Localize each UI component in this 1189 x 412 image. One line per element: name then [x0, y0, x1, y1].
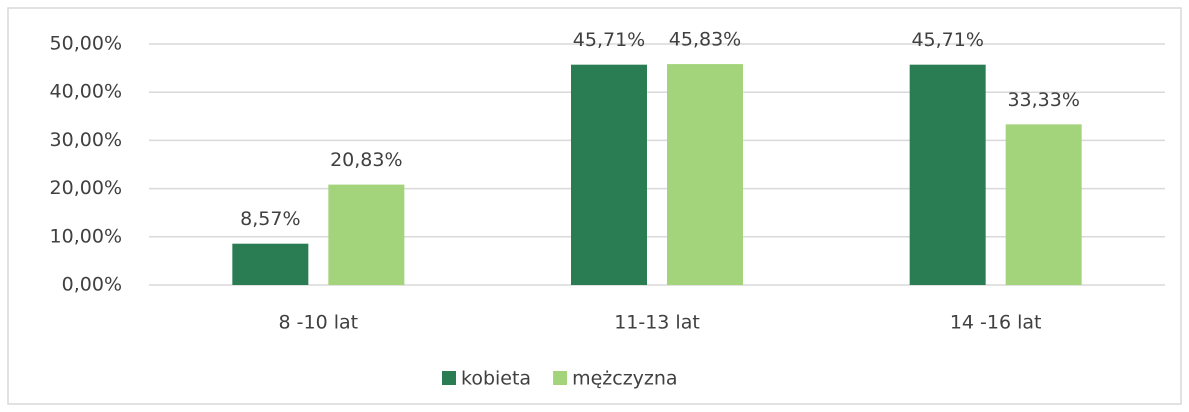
y-tick-label: 40,00%: [50, 81, 122, 103]
data-label: 45,71%: [911, 29, 983, 51]
y-tick-label: 30,00%: [50, 129, 122, 151]
data-label: 45,71%: [573, 29, 645, 51]
legend-swatch: [442, 371, 456, 385]
bar: [328, 184, 405, 285]
y-tick-label: 20,00%: [50, 177, 122, 199]
bar: [232, 243, 309, 285]
x-tick-label: 11-13 lat: [614, 312, 700, 334]
data-label: 8,57%: [240, 208, 300, 230]
bar: [667, 64, 743, 286]
y-tick-label: 0,00%: [62, 274, 122, 296]
data-label: 33,33%: [1007, 89, 1079, 111]
legend-label: kobieta: [461, 368, 531, 390]
legend-swatch: [553, 371, 568, 385]
data-label: 20,83%: [330, 149, 402, 171]
bar: [909, 64, 986, 286]
legend-label: mężczyzna: [572, 368, 678, 390]
y-tick-label: 10,00%: [50, 225, 122, 247]
x-tick-label: 14 -16 lat: [950, 312, 1042, 334]
x-tick-label: 8 -10 lat: [279, 312, 359, 334]
y-tick-label: 50,00%: [50, 33, 122, 55]
bar: [571, 64, 647, 286]
data-label: 45,83%: [669, 29, 741, 51]
bar: [1005, 124, 1082, 286]
